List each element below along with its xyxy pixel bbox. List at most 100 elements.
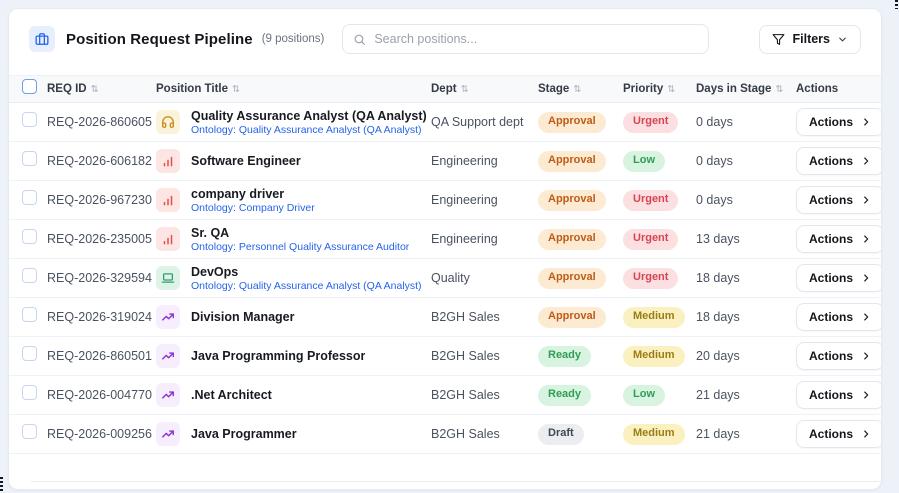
- req-id: REQ-2026-860605: [47, 115, 152, 129]
- row-actions-button[interactable]: Actions: [796, 264, 881, 292]
- table-row: REQ-2026-860501 Java Programming Profess…: [9, 337, 881, 376]
- priority-badge: Medium: [623, 307, 685, 328]
- table-row: REQ-2026-606182 Software Engineer Engine…: [9, 142, 881, 181]
- chevron-right-icon: [861, 429, 871, 439]
- toolbar: Position Request Pipeline (9 positions) …: [9, 9, 881, 75]
- position-pipeline-card: Position Request Pipeline (9 positions) …: [8, 8, 882, 490]
- row-checkbox[interactable]: [22, 190, 37, 205]
- chevron-right-icon: [861, 273, 871, 283]
- ontology-link[interactable]: Ontology: Personnel Quality Assurance Au…: [191, 240, 410, 253]
- stage-badge: Approval: [538, 190, 606, 211]
- trending-up-icon: [156, 422, 180, 446]
- row-checkbox[interactable]: [22, 346, 37, 361]
- priority-badge: Low: [623, 385, 665, 406]
- headphones-icon: [156, 110, 180, 134]
- days-in-stage: 21 days: [696, 427, 740, 441]
- priority-badge: Low: [623, 151, 665, 172]
- ontology-link[interactable]: Ontology: Company Driver: [191, 201, 315, 214]
- column-header-dept[interactable]: Dept ⇅: [431, 83, 469, 95]
- days-in-stage: 0 days: [696, 115, 733, 129]
- briefcase-icon: [29, 26, 55, 52]
- position-title: Software Engineer: [191, 154, 301, 168]
- row-actions-button[interactable]: Actions: [796, 225, 881, 253]
- bar-chart-icon: [156, 188, 180, 212]
- stage-badge: Approval: [538, 307, 606, 328]
- row-actions-button[interactable]: Actions: [796, 186, 881, 214]
- position-title: Sr. QA: [191, 225, 230, 240]
- row-actions-button[interactable]: Actions: [796, 147, 881, 175]
- table-body: REQ-2026-860605 Quality Assurance Analys…: [9, 103, 881, 454]
- row-checkbox[interactable]: [22, 112, 37, 127]
- trending-up-icon: [156, 344, 180, 368]
- search-input[interactable]: [374, 32, 699, 46]
- column-header-req-id[interactable]: REQ ID ⇅: [47, 83, 99, 95]
- select-all-checkbox[interactable]: [22, 79, 37, 94]
- priority-badge: Urgent: [623, 112, 679, 133]
- row-checkbox[interactable]: [22, 268, 37, 283]
- actions-label: Actions: [809, 115, 854, 129]
- trending-up-icon: [156, 305, 180, 329]
- stage-badge: Approval: [538, 268, 606, 289]
- chevron-right-icon: [861, 156, 871, 166]
- table-row: REQ-2026-004770 .Net Architect B2GH Sale…: [9, 376, 881, 415]
- position-title: .Net Architect: [191, 388, 272, 402]
- table-row: REQ-2026-967230 company driver Ontology:…: [9, 181, 881, 220]
- screen-edge-artifact: [0, 477, 3, 492]
- bar-chart-icon: [156, 149, 180, 173]
- position-title: Quality Assurance Analyst (QA Analyst): [191, 108, 427, 123]
- sort-icon: ⇅: [460, 83, 469, 95]
- req-id: REQ-2026-004770: [47, 388, 152, 402]
- days-in-stage: 21 days: [696, 388, 740, 402]
- filters-button[interactable]: Filters: [759, 24, 861, 54]
- priority-badge: Urgent: [623, 268, 679, 289]
- chevron-right-icon: [861, 117, 871, 127]
- dept: Quality: [431, 271, 470, 285]
- sort-icon: ⇅: [573, 83, 582, 95]
- row-checkbox[interactable]: [22, 229, 37, 244]
- stage-badge: Draft: [538, 424, 584, 445]
- actions-label: Actions: [809, 427, 854, 441]
- column-header-priority[interactable]: Priority ⇅: [623, 83, 676, 95]
- actions-label: Actions: [809, 232, 854, 246]
- days-in-stage: 18 days: [696, 310, 740, 324]
- stage-badge: Approval: [538, 151, 606, 172]
- row-actions-button[interactable]: Actions: [796, 381, 881, 409]
- priority-badge: Medium: [623, 346, 685, 367]
- row-checkbox[interactable]: [22, 424, 37, 439]
- stage-badge: Ready: [538, 385, 592, 406]
- search-box: [342, 24, 710, 54]
- ontology-link[interactable]: Ontology: Quality Assurance Analyst (QA …: [191, 279, 422, 292]
- stage-badge: Approval: [538, 229, 606, 250]
- position-title: Division Manager: [191, 310, 295, 324]
- req-id: REQ-2026-329594: [47, 271, 152, 285]
- row-checkbox[interactable]: [22, 307, 37, 322]
- dept: B2GH Sales: [431, 349, 500, 363]
- row-checkbox[interactable]: [22, 151, 37, 166]
- sort-icon: ⇅: [667, 83, 676, 95]
- column-header-position-title[interactable]: Position Title ⇅: [156, 83, 240, 95]
- position-title: company driver: [191, 186, 285, 201]
- req-id: REQ-2026-009256: [47, 427, 152, 441]
- row-actions-button[interactable]: Actions: [796, 342, 881, 370]
- stage-badge: Approval: [538, 112, 606, 133]
- position-title: Java Programming Professor: [191, 349, 366, 363]
- search-icon: [353, 33, 366, 46]
- row-actions-button[interactable]: Actions: [796, 420, 881, 448]
- dept: QA Support dept: [431, 115, 524, 129]
- actions-label: Actions: [809, 154, 854, 168]
- table-header: REQ ID ⇅ Position Title ⇅ Dept ⇅ Stage ⇅ Pri…: [9, 75, 881, 103]
- row-actions-button[interactable]: Actions: [796, 108, 881, 136]
- row-checkbox[interactable]: [22, 385, 37, 400]
- column-header-stage[interactable]: Stage ⇅: [538, 83, 582, 95]
- actions-label: Actions: [809, 310, 854, 324]
- req-id: REQ-2026-967230: [47, 193, 152, 207]
- chevron-down-icon: [837, 34, 848, 45]
- column-header-days-in-stage[interactable]: Days in Stage ⇅: [696, 83, 784, 95]
- row-actions-button[interactable]: Actions: [796, 303, 881, 331]
- sort-icon: ⇅: [775, 83, 784, 95]
- ontology-link[interactable]: Ontology: Quality Assurance Analyst (QA …: [191, 123, 422, 136]
- actions-label: Actions: [809, 193, 854, 207]
- dept: B2GH Sales: [431, 310, 500, 324]
- dept: Engineering: [431, 232, 498, 246]
- dept: B2GH Sales: [431, 427, 500, 441]
